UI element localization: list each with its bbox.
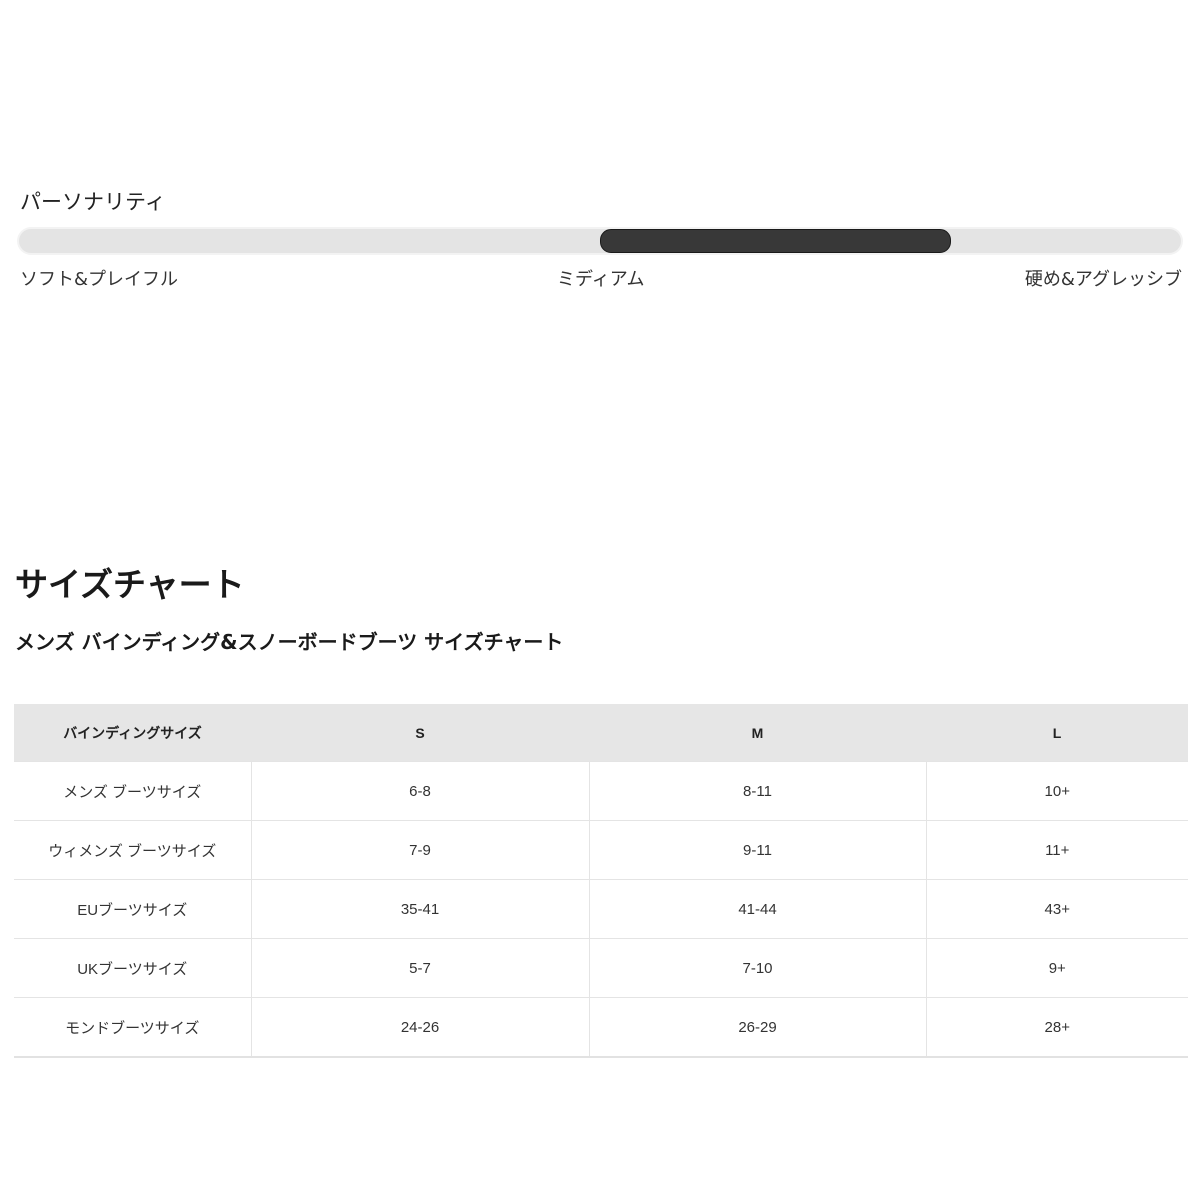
table-cell: 9-11 xyxy=(588,820,926,880)
header-s: S xyxy=(251,704,589,762)
row-label: ウィメンズ ブーツサイズ xyxy=(14,820,251,880)
table-cell: 24-26 xyxy=(250,997,589,1057)
table-cell: 28+ xyxy=(925,997,1188,1057)
size-chart-subtitle: メンズ バインディング&スノーボードブーツ サイズチャート xyxy=(15,630,564,654)
table-row: UKブーツサイズ 5-7 7-10 9+ xyxy=(14,938,1188,998)
size-chart-title: サイズチャート xyxy=(15,565,245,604)
personality-slider-track xyxy=(19,229,1181,253)
row-label: UKブーツサイズ xyxy=(14,938,251,998)
table-cell: 7-9 xyxy=(250,820,589,880)
table-cell: 10+ xyxy=(925,761,1188,821)
row-label: EUブーツサイズ xyxy=(14,879,251,939)
table-cell: 11+ xyxy=(925,820,1188,880)
personality-range-indicator xyxy=(600,229,951,253)
label-soft-playful: ソフト&プレイフル xyxy=(20,269,179,290)
table-cell: 7-10 xyxy=(588,938,926,998)
size-chart-table: バインディングサイズ S M L メンズ ブーツサイズ 6-8 8-11 10+ ウィメ… xyxy=(14,704,1188,1058)
table-row: モンドブーツサイズ 24-26 26-29 28+ xyxy=(14,997,1188,1057)
table-cell: 41-44 xyxy=(588,879,926,939)
row-label: モンドブーツサイズ xyxy=(14,997,251,1057)
table-cell: 9+ xyxy=(925,938,1188,998)
table-row: ウィメンズ ブーツサイズ 7-9 9-11 11+ xyxy=(14,820,1188,880)
table-cell: 35-41 xyxy=(250,879,589,939)
personality-title: パーソナリティ xyxy=(20,190,166,214)
row-label: メンズ ブーツサイズ xyxy=(14,761,251,821)
table-cell: 8-11 xyxy=(588,761,926,821)
table-cell: 43+ xyxy=(925,879,1188,939)
table-cell: 6-8 xyxy=(250,761,589,821)
label-stiff-aggressive: 硬め&アグレッシブ xyxy=(1024,269,1182,290)
table-cell: 5-7 xyxy=(250,938,589,998)
header-l: L xyxy=(926,704,1188,762)
table-row: EUブーツサイズ 35-41 41-44 43+ xyxy=(14,879,1188,939)
header-m: M xyxy=(589,704,926,762)
table-header-row: バインディングサイズ S M L xyxy=(14,704,1188,762)
table-row: メンズ ブーツサイズ 6-8 8-11 10+ xyxy=(14,761,1188,821)
label-medium: ミディアム xyxy=(557,269,645,290)
header-binding-size: バインディングサイズ xyxy=(14,704,251,762)
table-cell: 26-29 xyxy=(588,997,926,1057)
